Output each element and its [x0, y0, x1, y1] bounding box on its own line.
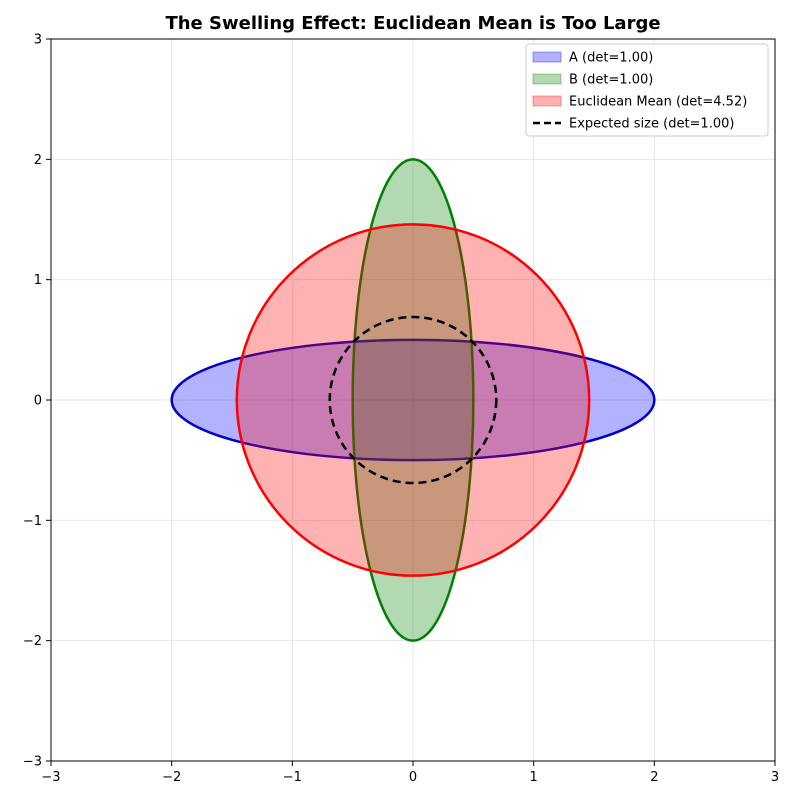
y-tick-label: 3 [34, 33, 42, 48]
legend: A (det=1.00) B (det=1.00) Euclidean Mean (… [525, 43, 769, 137]
x-tick-label: 3 [771, 770, 779, 785]
x-tick-label: 2 [650, 770, 658, 785]
ellipse-expected [328, 315, 498, 485]
x-tick-label: 0 [409, 770, 417, 785]
legend-swatch [532, 73, 562, 85]
legend-label: B (det=1.00) [569, 73, 653, 88]
x-tick-label: −1 [283, 770, 302, 785]
legend-label: Euclidean Mean (det=4.52) [569, 95, 747, 110]
ellipse-euclidean [235, 223, 591, 577]
ellipses [170, 158, 656, 642]
y-tick-label: 0 [34, 394, 42, 409]
x-tick-label: −3 [41, 770, 60, 785]
ticks: −3 −2 −1 0 1 2 3 −3 −2 −1 0 1 2 3 [23, 33, 779, 786]
y-tick-label: 2 [34, 153, 42, 168]
x-tick-label: −2 [162, 770, 181, 785]
x-tick-label: 1 [530, 770, 538, 785]
ellipse-a [170, 338, 656, 462]
y-tick-label: −2 [23, 634, 42, 649]
legend-label: A (det=1.00) [569, 51, 653, 66]
legend-swatch [532, 95, 562, 107]
ellipse-b [351, 158, 475, 642]
legend-label: Expected size (det=1.00) [569, 117, 734, 132]
y-tick-label: −1 [23, 514, 42, 529]
chart-title: The Swelling Effect: Euclidean Mean is T… [165, 13, 660, 34]
legend-swatch [532, 51, 562, 63]
y-tick-label: 1 [34, 273, 42, 288]
legend-box [525, 43, 769, 137]
y-tick-label: −3 [23, 755, 42, 770]
